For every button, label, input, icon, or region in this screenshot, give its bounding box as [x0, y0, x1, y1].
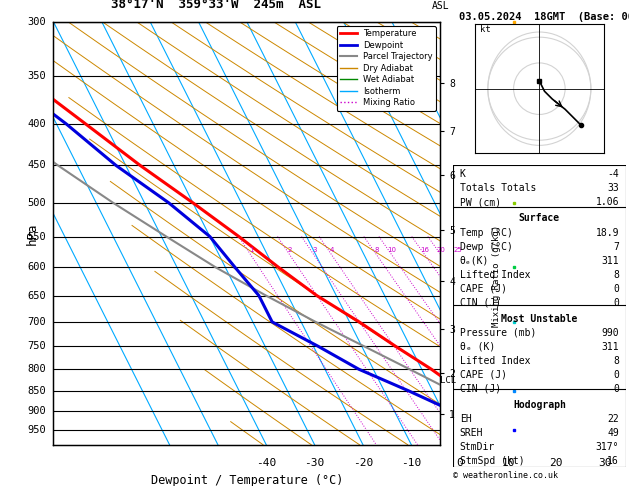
Text: 311: 311 — [601, 256, 619, 265]
Text: Lifted Index: Lifted Index — [460, 356, 530, 366]
Text: -20: -20 — [353, 458, 373, 468]
Text: 18.9: 18.9 — [596, 227, 619, 238]
Text: Most Unstable: Most Unstable — [501, 313, 577, 324]
Text: 990: 990 — [601, 328, 619, 338]
Text: Dewpoint / Temperature (°C): Dewpoint / Temperature (°C) — [151, 474, 343, 486]
Text: 0: 0 — [456, 458, 463, 468]
Text: 650: 650 — [28, 291, 47, 301]
Text: CAPE (J): CAPE (J) — [460, 370, 507, 380]
Text: 300: 300 — [28, 17, 47, 27]
Text: θₑ (K): θₑ (K) — [460, 342, 495, 352]
Text: -30: -30 — [304, 458, 325, 468]
Text: 950: 950 — [28, 425, 47, 435]
Text: 33: 33 — [607, 183, 619, 193]
Text: 800: 800 — [28, 364, 47, 374]
Text: LCL: LCL — [440, 376, 457, 384]
Text: 8: 8 — [613, 356, 619, 366]
Text: 30: 30 — [598, 458, 611, 468]
Text: 850: 850 — [28, 386, 47, 396]
Text: 38°17'N  359°33'W  245m  ASL: 38°17'N 359°33'W 245m ASL — [111, 0, 321, 11]
Text: 700: 700 — [28, 317, 47, 327]
Text: 900: 900 — [28, 406, 47, 416]
Text: 350: 350 — [28, 71, 47, 82]
Text: K: K — [460, 169, 465, 179]
Text: 4: 4 — [330, 247, 334, 253]
Text: 1.06: 1.06 — [596, 197, 619, 208]
Text: PW (cm): PW (cm) — [460, 197, 501, 208]
Text: 0: 0 — [613, 384, 619, 394]
Text: 3: 3 — [312, 247, 316, 253]
Text: Pressure (mb): Pressure (mb) — [460, 328, 536, 338]
Text: 20: 20 — [550, 458, 563, 468]
Text: © weatheronline.co.uk: © weatheronline.co.uk — [453, 471, 558, 480]
Text: 0: 0 — [613, 370, 619, 380]
Text: 03.05.2024  18GMT  (Base: 06): 03.05.2024 18GMT (Base: 06) — [459, 12, 629, 22]
Text: hPa: hPa — [26, 222, 39, 244]
Text: kt: kt — [480, 25, 491, 34]
Text: 22: 22 — [607, 414, 619, 424]
Legend: Temperature, Dewpoint, Parcel Trajectory, Dry Adiabat, Wet Adiabat, Isotherm, Mi: Temperature, Dewpoint, Parcel Trajectory… — [337, 26, 436, 111]
Text: 0: 0 — [613, 283, 619, 294]
Text: Dewp (°C): Dewp (°C) — [460, 242, 513, 252]
Text: -4: -4 — [607, 169, 619, 179]
Text: 20: 20 — [437, 247, 446, 253]
Text: Hodograph: Hodograph — [513, 400, 566, 410]
Text: 0: 0 — [613, 297, 619, 308]
Text: Temp (°C): Temp (°C) — [460, 227, 513, 238]
Text: 500: 500 — [28, 198, 47, 208]
Text: CIN (J): CIN (J) — [460, 297, 501, 308]
Text: 16: 16 — [421, 247, 430, 253]
Text: 311: 311 — [601, 342, 619, 352]
Text: 10: 10 — [387, 247, 396, 253]
Text: 550: 550 — [28, 231, 47, 242]
Text: -10: -10 — [401, 458, 421, 468]
Text: 10: 10 — [501, 458, 515, 468]
Text: SREH: SREH — [460, 428, 483, 438]
Text: Mixing Ratio (g/kg): Mixing Ratio (g/kg) — [492, 225, 501, 327]
Text: 49: 49 — [607, 428, 619, 438]
Text: 2: 2 — [288, 247, 292, 253]
Text: -40: -40 — [256, 458, 276, 468]
Text: Surface: Surface — [519, 213, 560, 224]
Text: 317°: 317° — [596, 442, 619, 452]
Text: CAPE (J): CAPE (J) — [460, 283, 507, 294]
Text: 8: 8 — [613, 270, 619, 279]
Text: θₑ(K): θₑ(K) — [460, 256, 489, 265]
Text: 8: 8 — [375, 247, 379, 253]
Text: StmSpd (kt): StmSpd (kt) — [460, 456, 525, 466]
Text: Lifted Index: Lifted Index — [460, 270, 530, 279]
Text: EH: EH — [460, 414, 472, 424]
Text: km
ASL: km ASL — [431, 0, 449, 11]
Text: CIN (J): CIN (J) — [460, 384, 501, 394]
Text: 750: 750 — [28, 341, 47, 351]
Text: 600: 600 — [28, 262, 47, 272]
Text: 7: 7 — [613, 242, 619, 252]
Text: Totals Totals: Totals Totals — [460, 183, 536, 193]
Text: 400: 400 — [28, 119, 47, 129]
Text: StmDir: StmDir — [460, 442, 495, 452]
Text: 1: 1 — [249, 247, 253, 253]
Text: 25: 25 — [454, 247, 462, 253]
Text: 450: 450 — [28, 160, 47, 171]
Text: 16: 16 — [607, 456, 619, 466]
